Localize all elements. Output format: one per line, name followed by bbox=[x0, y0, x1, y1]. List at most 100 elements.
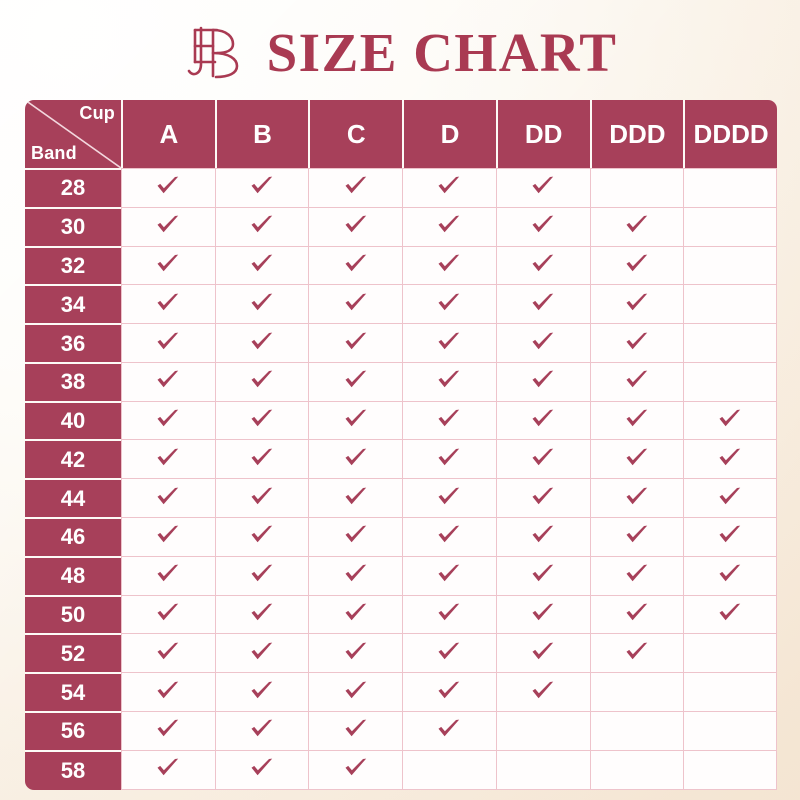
empty-cell bbox=[717, 717, 743, 739]
checkmark-icon bbox=[624, 330, 650, 352]
checkmark-icon bbox=[624, 446, 650, 468]
checkmark-icon bbox=[530, 523, 556, 545]
cell-50DDDD bbox=[683, 594, 777, 634]
checkmark-icon bbox=[436, 330, 462, 352]
checkmark-icon bbox=[155, 330, 181, 352]
band-size-42: 42 bbox=[25, 439, 121, 479]
cell-46DDD bbox=[589, 517, 684, 556]
checkmark-icon bbox=[343, 756, 369, 778]
cell-52DDD bbox=[589, 633, 684, 673]
checkmark-icon bbox=[155, 213, 181, 235]
checkmark-icon bbox=[624, 523, 650, 545]
table-row: 32 bbox=[25, 245, 777, 285]
table-row: 54 bbox=[25, 672, 777, 711]
cell-38A bbox=[121, 361, 215, 401]
checkmark-icon bbox=[343, 407, 369, 429]
band-size-38: 38 bbox=[25, 361, 121, 401]
empty-cell bbox=[624, 679, 650, 701]
table-row: 58 bbox=[25, 749, 777, 790]
band-size-40: 40 bbox=[25, 400, 121, 440]
table-row: 44 bbox=[25, 478, 777, 518]
cell-48DDD bbox=[589, 555, 684, 595]
checkmark-icon bbox=[249, 291, 275, 313]
cell-46DD bbox=[495, 517, 590, 556]
band-size-52: 52 bbox=[25, 633, 121, 673]
cell-42DD bbox=[495, 439, 590, 479]
checkmark-icon bbox=[249, 562, 275, 584]
cell-48DDDD bbox=[683, 555, 777, 595]
cell-36B bbox=[214, 323, 309, 362]
checkmark-icon bbox=[155, 174, 181, 196]
size-chart-table: Cup Band A B C D DD DDD DDDD 28 30 32 34 36 38 40 42 4… bbox=[25, 100, 777, 790]
cell-52DD bbox=[495, 633, 590, 673]
cell-58A bbox=[121, 749, 215, 790]
cell-28A bbox=[121, 168, 215, 207]
cell-52DDDD bbox=[683, 633, 777, 673]
empty-cell bbox=[624, 174, 650, 196]
checkmark-icon bbox=[530, 446, 556, 468]
checkmark-icon bbox=[436, 407, 462, 429]
cell-42B bbox=[214, 439, 309, 479]
band-size-56: 56 bbox=[25, 710, 121, 750]
checkmark-icon bbox=[343, 485, 369, 507]
cell-50B bbox=[214, 594, 309, 634]
cup-header-c: C bbox=[308, 100, 403, 168]
cell-44DDDD bbox=[683, 478, 777, 518]
checkmark-icon bbox=[624, 252, 650, 274]
checkmark-icon bbox=[530, 174, 556, 196]
cell-42DDD bbox=[589, 439, 684, 479]
cup-header-a: A bbox=[121, 100, 215, 168]
cell-44DDD bbox=[589, 478, 684, 518]
cell-32A bbox=[121, 245, 215, 285]
cell-28D bbox=[402, 168, 496, 207]
cell-40A bbox=[121, 400, 215, 440]
checkmark-icon bbox=[249, 252, 275, 274]
band-size-50: 50 bbox=[25, 594, 121, 634]
cell-50D bbox=[402, 594, 496, 634]
cell-40D bbox=[402, 400, 496, 440]
checkmark-icon bbox=[249, 174, 275, 196]
checkmark-icon bbox=[155, 562, 181, 584]
cell-36DDD bbox=[589, 323, 684, 362]
cell-42A bbox=[121, 439, 215, 479]
checkmark-icon bbox=[436, 485, 462, 507]
cell-58DDD bbox=[589, 749, 684, 790]
checkmark-icon bbox=[249, 640, 275, 662]
diagonal-divider-line bbox=[25, 100, 121, 168]
cup-header-ddd: DDD bbox=[589, 100, 684, 168]
cell-38B bbox=[214, 361, 309, 401]
checkmark-icon bbox=[717, 446, 743, 468]
checkmark-icon bbox=[436, 291, 462, 313]
size-chart-table-container: Cup Band A B C D DD DDD DDDD 28 30 32 34 36 38 40 42 4… bbox=[25, 100, 777, 790]
corner-label-band: Band bbox=[31, 143, 77, 163]
cell-42C bbox=[308, 439, 403, 479]
cell-32B bbox=[214, 245, 309, 285]
table-row: 38 bbox=[25, 361, 777, 401]
checkmark-icon bbox=[436, 717, 462, 739]
cell-56B bbox=[214, 710, 309, 750]
checkmark-icon bbox=[249, 717, 275, 739]
empty-cell bbox=[717, 640, 743, 662]
checkmark-icon bbox=[343, 213, 369, 235]
checkmark-icon bbox=[530, 213, 556, 235]
cell-30A bbox=[121, 206, 215, 246]
cell-32C bbox=[308, 245, 403, 285]
checkmark-icon bbox=[530, 368, 556, 390]
band-size-54: 54 bbox=[25, 672, 121, 711]
cup-header-d: D bbox=[402, 100, 496, 168]
empty-cell bbox=[717, 174, 743, 196]
cell-56C bbox=[308, 710, 403, 750]
empty-cell bbox=[717, 368, 743, 390]
checkmark-icon bbox=[717, 601, 743, 623]
band-size-48: 48 bbox=[25, 555, 121, 595]
cell-56A bbox=[121, 710, 215, 750]
checkmark-icon bbox=[155, 523, 181, 545]
cup-header-dd: DD bbox=[495, 100, 590, 168]
cell-28C bbox=[308, 168, 403, 207]
cell-32DD bbox=[495, 245, 590, 285]
cell-36DD bbox=[495, 323, 590, 362]
table-body: 28 30 32 34 36 38 40 42 44 46 48 50 52 54 56 58 bbox=[25, 168, 777, 790]
cell-50A bbox=[121, 594, 215, 634]
cell-52C bbox=[308, 633, 403, 673]
